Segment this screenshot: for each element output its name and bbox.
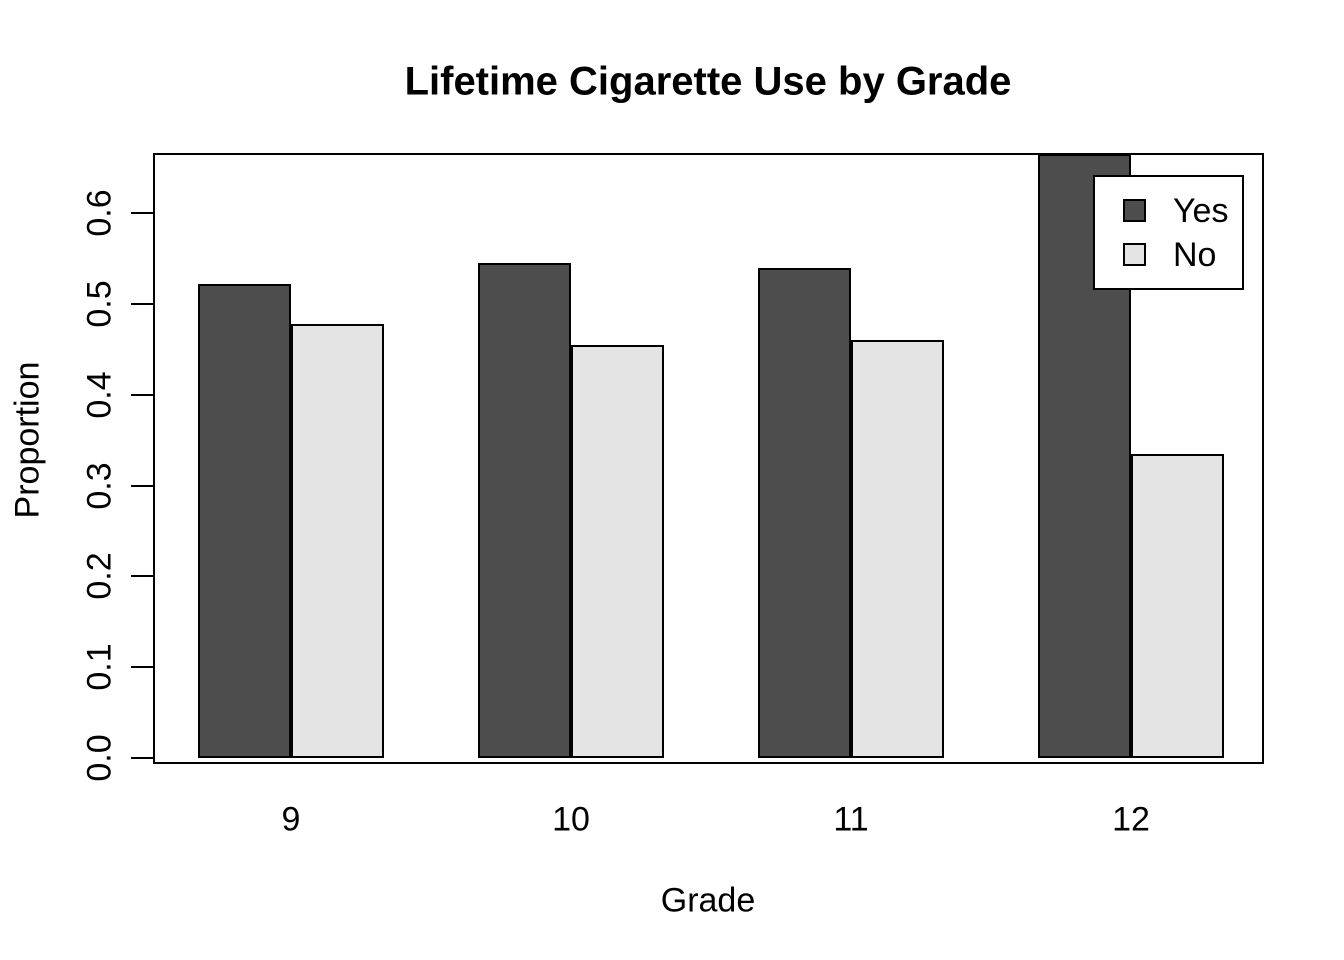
y-tick-label-0.1: 0.1	[80, 643, 119, 691]
y-tick-mark-0.3	[131, 485, 155, 487]
legend-label-no: No	[1173, 235, 1217, 274]
y-tick-mark-0.1	[131, 666, 155, 668]
x-axis-label: Grade	[660, 881, 756, 920]
chart-title: Lifetime Cigarette Use by Grade	[404, 59, 1012, 104]
bar-yes-grade-11	[758, 268, 851, 758]
y-tick-mark-0.4	[131, 394, 155, 396]
legend-item-yes: Yes	[1123, 194, 1242, 228]
y-tick-label-0.4: 0.4	[80, 371, 119, 419]
y-tick-label-0.6: 0.6	[80, 189, 119, 237]
bar-yes-grade-9	[198, 284, 291, 758]
y-tick-mark-0.0	[131, 757, 155, 759]
bar-no-grade-12	[1131, 454, 1224, 758]
y-tick-label-0.3: 0.3	[80, 462, 119, 510]
bar-no-grade-11	[851, 340, 944, 758]
legend: Yes No	[1093, 175, 1244, 290]
bar-no-grade-10	[571, 345, 664, 758]
x-tick-label-12: 12	[1112, 800, 1150, 839]
x-tick-label-11: 11	[833, 800, 869, 839]
y-tick-label-0.2: 0.2	[80, 552, 119, 600]
y-tick-label-0.0: 0.0	[80, 734, 119, 782]
y-tick-mark-0.5	[131, 303, 155, 305]
y-axis-label: Proportion	[8, 361, 47, 519]
legend-swatch-yes	[1123, 199, 1146, 222]
legend-swatch-no	[1123, 243, 1146, 266]
bar-no-grade-9	[291, 324, 384, 758]
x-tick-label-9: 9	[281, 800, 301, 839]
y-tick-mark-0.6	[131, 212, 155, 214]
legend-label-yes: Yes	[1173, 191, 1229, 230]
y-tick-label-0.5: 0.5	[80, 280, 119, 328]
plot-area	[153, 153, 1264, 764]
x-tick-label-10: 10	[552, 800, 590, 839]
y-tick-mark-0.2	[131, 575, 155, 577]
legend-item-no: No	[1123, 238, 1242, 272]
bar-yes-grade-10	[478, 263, 571, 758]
